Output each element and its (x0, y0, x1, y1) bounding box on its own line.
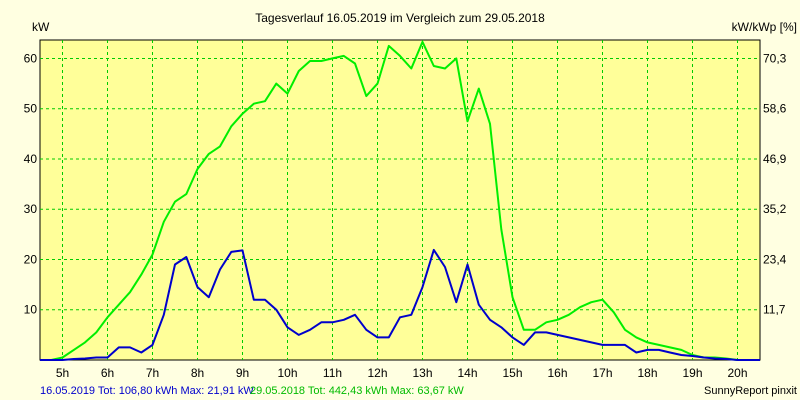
footer-credit: SunnyReport pinxit (704, 385, 797, 397)
x-tick-label: 16h (547, 366, 567, 380)
x-tick-label: 11h (323, 366, 342, 380)
x-tick-label: 7h (146, 366, 159, 380)
footer-green-summary: 29.05.2018 Tot: 442,43 kWh Max: 63,67 kW (250, 385, 464, 397)
chart-title: Tagesverlauf 16.05.2019 im Vergleich zum… (255, 11, 545, 25)
y-tick-left-label: 40 (24, 152, 38, 166)
x-tick-label: 5h (56, 366, 69, 380)
x-tick-label: 19h (682, 366, 702, 380)
grid-lines (40, 40, 760, 360)
series-lines (40, 40, 760, 361)
y-tick-right-label: 46,9 (763, 152, 787, 166)
y-tick-left-label: 60 (24, 51, 38, 65)
x-tick-label: 6h (101, 366, 114, 380)
x-tick-label: 12h (367, 366, 387, 380)
y-tick-left-label: 50 (24, 102, 38, 116)
y-axis-left-ticks: 10 20 30 40 50 60 (24, 51, 38, 316)
y-tick-right-label: 58,6 (763, 102, 787, 116)
y-axis-left-label: kW (32, 20, 50, 34)
y-tick-right-label: 35,2 (763, 202, 787, 216)
y-axis-right-label: kW/kWp [%] (732, 20, 797, 34)
series-line-2018-green (40, 40, 760, 361)
y-tick-left-label: 20 (24, 252, 38, 266)
footer-blue-summary: 16.05.2019 Tot: 106,80 kWh Max: 21,91 kW (40, 385, 254, 397)
x-tick-label: 10h (277, 366, 297, 380)
x-tick-label: 8h (191, 366, 204, 380)
x-tick-label: 14h (457, 366, 477, 380)
y-tick-right-label: 70,3 (763, 51, 787, 65)
x-tick-label: 18h (637, 366, 657, 380)
x-tick-label: 17h (592, 366, 612, 380)
x-tick-label: 20h (727, 366, 747, 380)
x-tick-label: 13h (412, 366, 432, 380)
y-tick-left-label: 10 (24, 303, 38, 317)
series-line-2019-blue (40, 248, 760, 361)
x-tick-label: 9h (236, 366, 249, 380)
y-tick-right-label: 11,7 (763, 303, 786, 317)
y-axis-right-ticks: 11,7 23,4 35,2 46,9 58,6 70,3 (763, 51, 787, 316)
x-axis-ticks: 5h 6h 7h 8h 9h 10h 11h 12h 13h 14h 15h 16h 17h 18h 19h… (56, 366, 748, 380)
y-tick-right-label: 23,4 (763, 252, 787, 266)
plot-area (39, 39, 761, 361)
x-tick-label: 15h (502, 366, 522, 380)
y-tick-left-label: 30 (24, 202, 38, 216)
